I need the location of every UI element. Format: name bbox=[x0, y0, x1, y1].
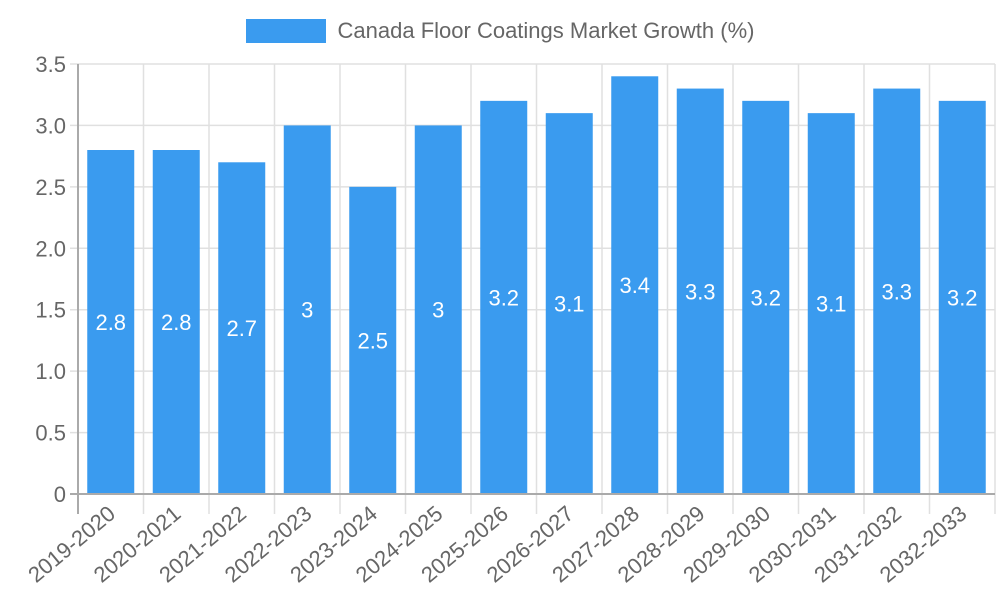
legend-label: Canada Floor Coatings Market Growth (%) bbox=[337, 18, 755, 43]
bar[interactable] bbox=[742, 100, 790, 494]
legend-swatch bbox=[245, 19, 326, 43]
bar[interactable] bbox=[87, 150, 135, 494]
bar-value-label: 3.3 bbox=[881, 279, 912, 304]
bar-value-label: 3.1 bbox=[554, 292, 585, 317]
bar[interactable] bbox=[873, 88, 921, 495]
bar[interactable] bbox=[152, 150, 200, 494]
y-tick-label: 0 bbox=[54, 482, 66, 507]
chart-legend[interactable]: Canada Floor Coatings Market Growth (%) bbox=[0, 18, 1000, 44]
bar-value-label: 3.4 bbox=[619, 273, 650, 298]
bar[interactable] bbox=[545, 113, 593, 495]
bar[interactable] bbox=[611, 76, 659, 495]
bar-value-label: 2.8 bbox=[161, 310, 192, 335]
y-tick-label: 3.5 bbox=[35, 52, 66, 77]
bar[interactable] bbox=[480, 100, 528, 494]
y-axis-ticks: 0 0.5 1.0 1.5 2.0 2.5 3.0 3.5 bbox=[35, 52, 66, 507]
bar-value-label: 3.1 bbox=[816, 292, 847, 317]
bar[interactable] bbox=[283, 125, 331, 494]
y-tick-label: 1.0 bbox=[35, 359, 66, 384]
y-tick-label: 0.5 bbox=[35, 421, 66, 446]
bar-value-label: 2.8 bbox=[95, 310, 126, 335]
y-tick-label: 2.5 bbox=[35, 175, 66, 200]
grid-lines bbox=[70, 63, 996, 514]
y-tick-label: 1.5 bbox=[35, 298, 66, 323]
bar-value-label: 2.7 bbox=[226, 316, 257, 341]
bar-value-label: 3.2 bbox=[750, 285, 781, 310]
bar[interactable] bbox=[676, 88, 724, 495]
bar-value-label: 2.5 bbox=[357, 328, 388, 353]
bar[interactable] bbox=[349, 186, 397, 494]
y-tick-label: 3.0 bbox=[35, 113, 66, 138]
bar-value-label: 3.2 bbox=[488, 285, 519, 310]
bars: 2.8 2.8 2.7 3 2.5 3 3.2 3.1 3.4 3.3 3.2 3.1 3.3 3.2 bbox=[87, 76, 986, 495]
bar-value-label: 3.3 bbox=[685, 279, 716, 304]
bar-value-label: 3.2 bbox=[947, 285, 978, 310]
bar-value-label: 3 bbox=[301, 298, 313, 323]
axes bbox=[70, 64, 995, 514]
bar-value-label: 3 bbox=[432, 298, 444, 323]
y-tick-label: 2.0 bbox=[35, 236, 66, 261]
bar[interactable] bbox=[414, 125, 462, 494]
x-axis-ticks: 2019-20202020-20212021-20222022-20232023… bbox=[23, 501, 971, 588]
bar[interactable] bbox=[938, 100, 986, 494]
bar[interactable] bbox=[807, 113, 855, 495]
bar[interactable] bbox=[218, 162, 266, 495]
